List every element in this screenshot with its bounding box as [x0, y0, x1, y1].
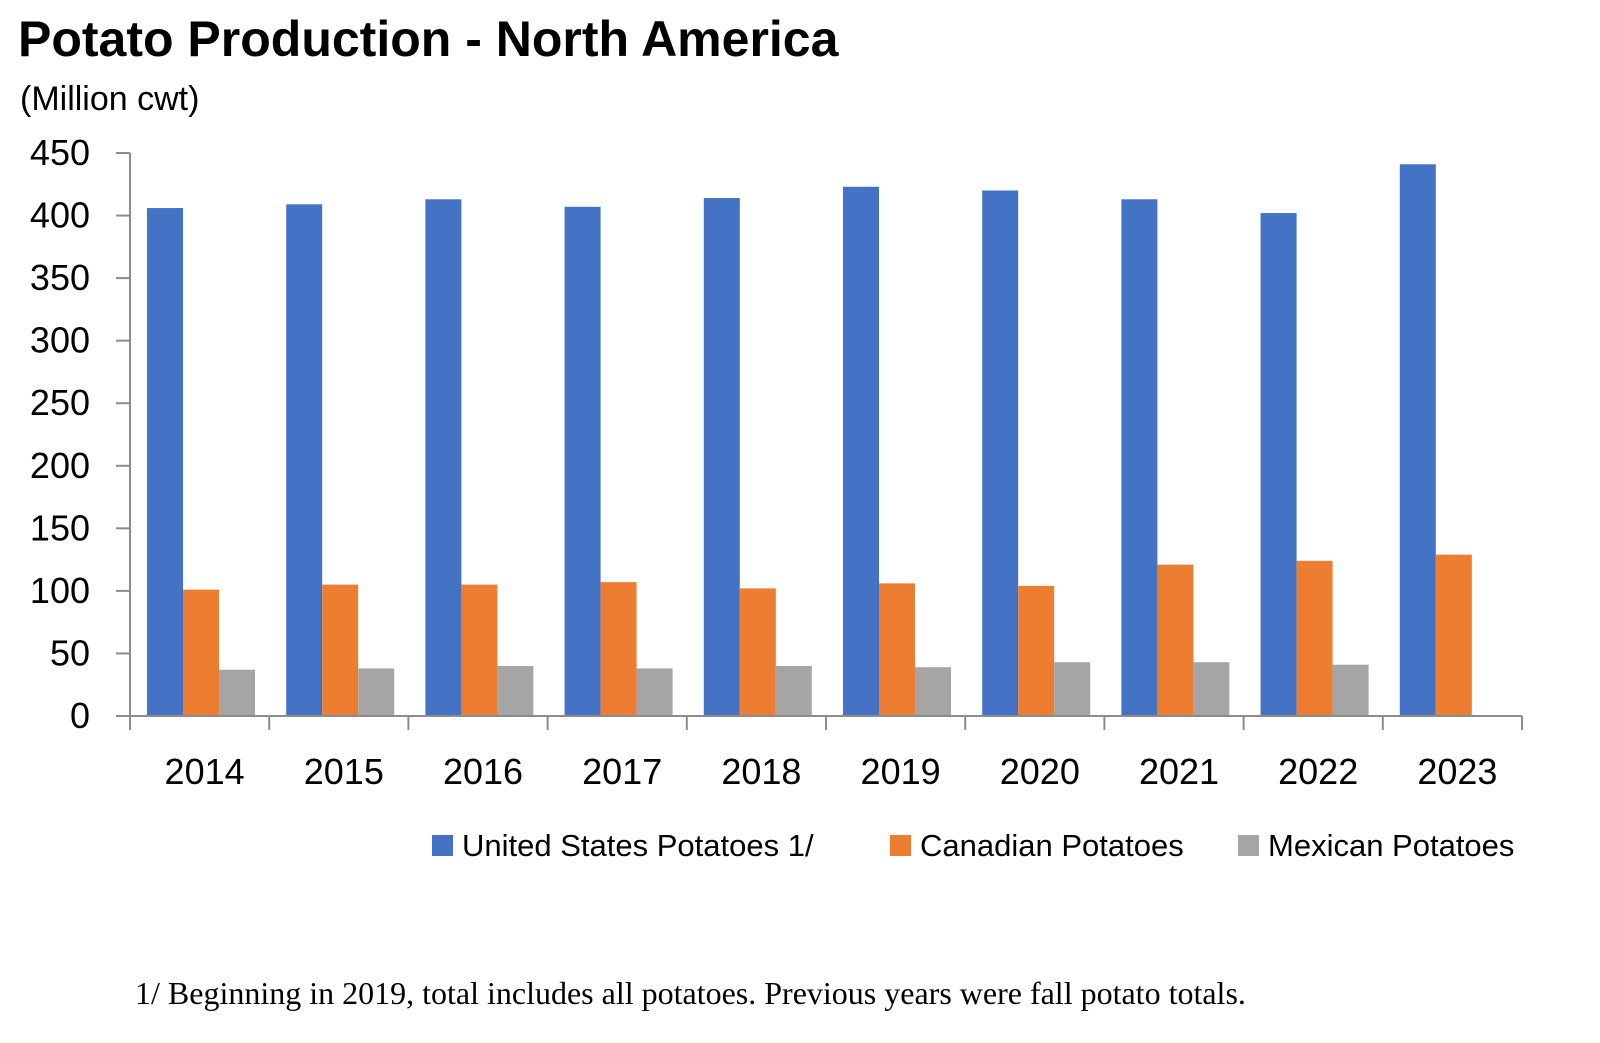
y-tick-label-300: 300 [30, 320, 90, 361]
x-tick-label-2015: 2015 [304, 751, 384, 792]
legend-label-0: United States Potatoes 1/ [462, 828, 814, 863]
legend: United States Potatoes 1/Canadian Potato… [432, 828, 1514, 863]
bar-2023-series-0 [1399, 164, 1436, 716]
footnote: 1/ Beginning in 2019, total includes all… [135, 975, 1246, 1011]
x-tick-label-2018: 2018 [721, 751, 801, 792]
x-tick-label-2023: 2023 [1417, 751, 1497, 792]
bar-2018-series-2 [775, 665, 812, 716]
bar-2014-series-2 [219, 669, 255, 716]
bar-2016-series-1 [461, 584, 498, 716]
bar-2021-series-0 [1121, 199, 1158, 716]
y-tick-label-250: 250 [30, 382, 90, 423]
legend-swatch-2 [1238, 835, 1259, 856]
x-tick-label-2019: 2019 [861, 751, 941, 792]
bar-2021-series-2 [1193, 662, 1230, 716]
bar-2016-series-2 [497, 665, 534, 716]
bar-2022-series-2 [1332, 664, 1369, 716]
bar-2015-series-1 [322, 584, 359, 716]
axes-group: 0 50 100 150 200 250 300 350 400 450 2014 2015 2016 2… [30, 132, 1523, 792]
bar-2019-series-2 [915, 667, 951, 716]
bar-2020-series-0 [982, 190, 1019, 717]
x-tick-label-2016: 2016 [443, 751, 523, 792]
x-tick-label-2014: 2014 [165, 751, 245, 792]
y-tick-label-100: 100 [30, 570, 90, 611]
x-tick-label-2021: 2021 [1139, 751, 1219, 792]
chart-title: Potato Production - North America [18, 11, 839, 67]
bar-2017-series-2 [636, 668, 673, 716]
x-tick-label-2022: 2022 [1278, 751, 1358, 792]
bar-2020-series-1 [1018, 585, 1055, 716]
x-tick-label-2017: 2017 [582, 751, 662, 792]
bar-2017-series-1 [600, 582, 637, 716]
bar-2014-series-1 [183, 589, 219, 716]
bar-2022-series-0 [1260, 213, 1297, 716]
bar-2022-series-1 [1296, 560, 1333, 716]
bar-2018-series-1 [739, 588, 776, 716]
bar-2019-series-1 [879, 583, 915, 716]
bar-2015-series-0 [286, 204, 323, 716]
y-tick-label-350: 350 [30, 257, 90, 298]
legend-swatch-1 [890, 835, 911, 856]
x-tick-label-2020: 2020 [1000, 751, 1080, 792]
bar-2020-series-2 [1054, 662, 1091, 716]
bar-2014-series-0 [147, 208, 183, 716]
chart-subtitle: (Million cwt) [20, 80, 200, 118]
bar-chart: 0 50 100 150 200 250 300 350 400 450 2014 2015 2016 2… [30, 132, 1523, 863]
bar-2016-series-0 [425, 199, 462, 716]
bar-2019-series-0 [843, 186, 879, 716]
bar-2017-series-0 [564, 206, 601, 716]
bar-2021-series-1 [1157, 564, 1194, 716]
bar-2018-series-0 [703, 198, 740, 717]
bar-2015-series-2 [358, 668, 395, 716]
y-tick-label-150: 150 [30, 507, 90, 548]
bar-2023-series-1 [1435, 554, 1472, 716]
y-tick-label-400: 400 [30, 195, 90, 236]
bars-group [147, 164, 1472, 717]
y-tick-label-0: 0 [70, 695, 90, 736]
y-tick-label-200: 200 [30, 445, 90, 486]
y-tick-label-450: 450 [30, 132, 90, 173]
legend-label-1: Canadian Potatoes [920, 828, 1184, 863]
legend-swatch-0 [432, 835, 453, 856]
legend-label-2: Mexican Potatoes [1268, 828, 1514, 863]
y-tick-label-50: 50 [50, 632, 90, 673]
